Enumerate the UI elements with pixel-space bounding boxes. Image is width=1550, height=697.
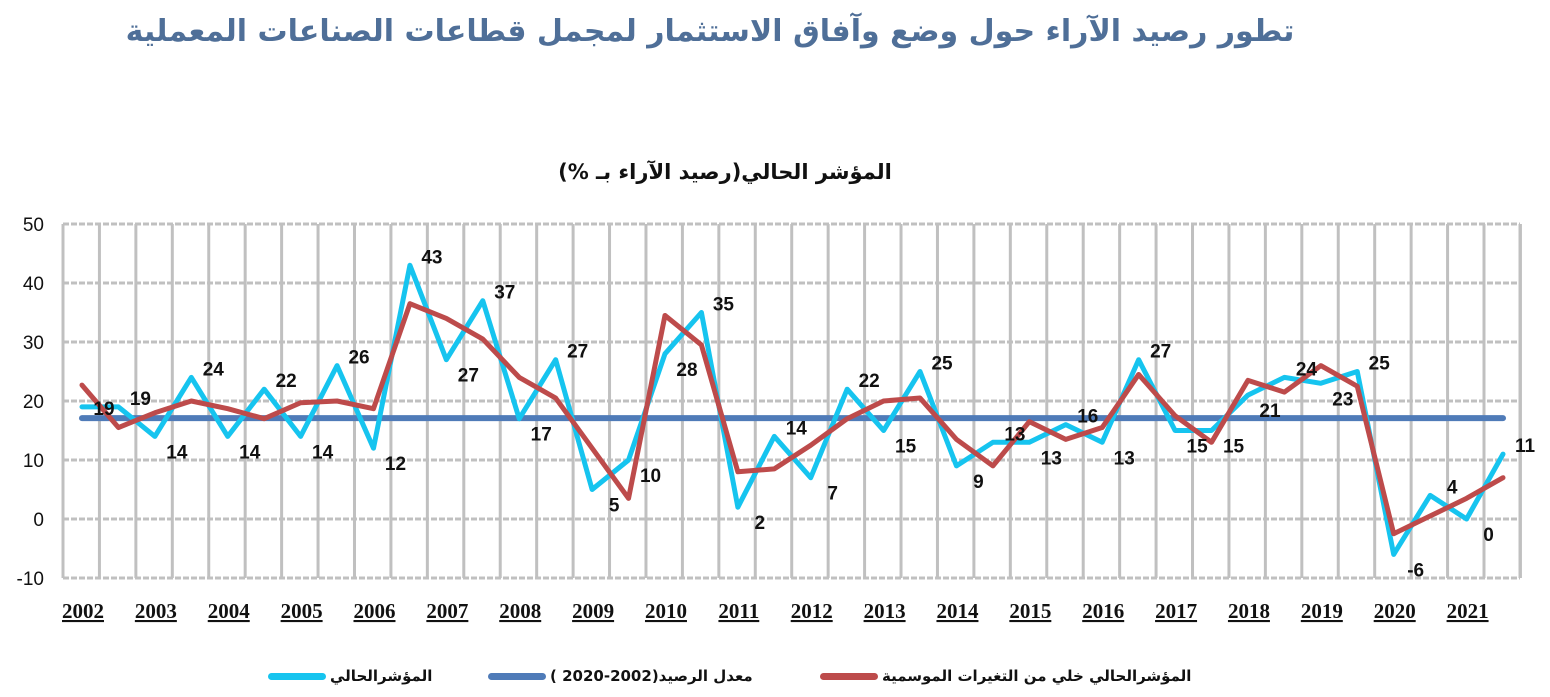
data-label: 37 <box>494 283 515 304</box>
y-tick-label: 20 <box>23 392 44 413</box>
legend-swatch <box>268 672 326 680</box>
data-label: 15 <box>895 437 917 458</box>
y-tick-label: 40 <box>23 274 44 295</box>
data-label: 9 <box>973 472 984 493</box>
data-label: 24 <box>1296 359 1318 380</box>
data-label: 10 <box>640 466 661 487</box>
x-tick-label: 2011 <box>718 599 759 623</box>
data-label: 24 <box>203 359 225 380</box>
y-tick-label: 0 <box>33 510 44 531</box>
x-tick-label: 2012 <box>791 599 833 623</box>
legend-item-current-index: المؤشرالحالي <box>268 664 432 688</box>
data-label: 13 <box>1004 424 1025 445</box>
data-label: 13 <box>1041 448 1062 469</box>
data-label: 2 <box>755 513 766 534</box>
data-label: 25 <box>1369 354 1391 375</box>
data-label: 16 <box>1077 407 1098 428</box>
x-tick-label: 2014 <box>936 599 979 623</box>
data-label: 12 <box>385 454 406 475</box>
legend-label: المؤشرالحالي <box>330 667 433 685</box>
y-tick-label: -10 <box>17 569 44 590</box>
x-tick-label: 2017 <box>1155 599 1197 623</box>
data-label: 15 <box>1187 437 1209 458</box>
y-tick-label: 50 <box>23 215 44 236</box>
x-tick-label: 2002 <box>62 599 104 623</box>
legend-label: المؤشرالحالي خلي من التغيرات الموسمية <box>882 667 1192 685</box>
data-label: 13 <box>1114 448 1135 469</box>
x-tick-label: 2018 <box>1228 599 1270 623</box>
data-label: 35 <box>713 295 735 316</box>
x-tick-label: 2003 <box>135 599 177 623</box>
legend-swatch <box>820 672 878 680</box>
data-label: 5 <box>609 496 620 517</box>
y-tick-label: 10 <box>23 451 44 472</box>
data-label: 27 <box>567 342 588 363</box>
page-title: تطور رصيد الآراء حول وضع وآفاق الاستثمار… <box>125 14 1295 49</box>
data-label: 14 <box>239 442 261 463</box>
x-tick-label: 2007 <box>426 599 468 623</box>
data-label: 23 <box>1332 389 1353 410</box>
data-label: 15 <box>1223 437 1245 458</box>
data-label: 0 <box>1483 525 1494 546</box>
x-tick-label: 2006 <box>353 599 395 623</box>
x-tick-label: 2008 <box>499 599 541 623</box>
data-label: 14 <box>786 418 808 439</box>
x-tick-label: 2016 <box>1082 599 1124 623</box>
legend-swatch <box>488 672 546 680</box>
data-label: 14 <box>312 442 334 463</box>
chart-title: المؤشر الحالي(رصيد الآراء بـ %) <box>558 160 892 184</box>
y-tick-label: 30 <box>23 333 44 354</box>
x-tick-label: 2013 <box>864 599 906 623</box>
series-line-2 <box>79 301 1506 537</box>
data-label: -6 <box>1407 560 1424 581</box>
data-label: 17 <box>531 425 552 446</box>
data-label: 22 <box>859 371 880 392</box>
x-tick-label: 2005 <box>281 599 323 623</box>
x-tick-label: 2015 <box>1009 599 1051 623</box>
data-label: 19 <box>93 399 114 420</box>
x-tick-label: 2004 <box>208 599 251 623</box>
data-label: 28 <box>676 360 697 381</box>
data-label: 22 <box>276 371 297 392</box>
data-label: 27 <box>1150 342 1171 363</box>
data-label: 4 <box>1447 477 1458 498</box>
data-label: 11 <box>1515 436 1536 457</box>
data-label: 26 <box>348 348 369 369</box>
legend-item-seasonally-adjusted: المؤشرالحالي خلي من التغيرات الموسمية <box>820 664 1191 688</box>
data-label: 27 <box>458 366 479 387</box>
x-tick-label: 2021 <box>1447 599 1489 623</box>
data-label: 14 <box>166 442 188 463</box>
data-label: 21 <box>1259 401 1281 422</box>
x-tick-label: 2019 <box>1301 599 1343 623</box>
data-label: 25 <box>931 354 953 375</box>
x-tick-label: 2010 <box>645 599 687 623</box>
legend-label: معدل الرصيد(2002-2020 ) <box>550 667 753 685</box>
data-label: 43 <box>421 247 442 268</box>
data-label: 19 <box>130 389 151 410</box>
x-tick-label: 2020 <box>1374 599 1416 623</box>
legend-item-average: معدل الرصيد(2002-2020 ) <box>488 664 753 688</box>
data-label: 7 <box>827 484 838 505</box>
x-tick-label: 2009 <box>572 599 614 623</box>
